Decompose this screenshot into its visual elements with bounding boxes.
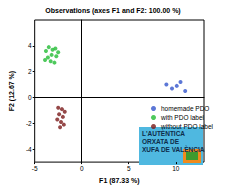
svg-text:Observations (axes F1 and F2:: Observations (axes F1 and F2: 100.00 %) <box>45 7 180 15</box>
svg-text:ORXATA DE: ORXATA DE <box>142 138 180 145</box>
svg-text:-2: -2 <box>26 120 32 127</box>
svg-text:2: 2 <box>28 68 32 75</box>
svg-text:with PDO label: with PDO label <box>160 114 205 121</box>
svg-text:F1 (87.33 %): F1 (87.33 %) <box>99 177 139 185</box>
svg-text:0: 0 <box>80 165 84 172</box>
svg-text:F2 (12.67 %): F2 (12.67 %) <box>8 71 16 111</box>
svg-text:4: 4 <box>28 42 32 49</box>
svg-text:10: 10 <box>172 165 180 172</box>
svg-text:0: 0 <box>28 94 32 101</box>
svg-text:homemade PDO: homemade PDO <box>161 105 209 112</box>
svg-text:5: 5 <box>127 165 131 172</box>
svg-text:without PDO label: without PDO label <box>160 123 214 130</box>
svg-text:XUFA DE VALÈNCIA: XUFA DE VALÈNCIA <box>142 145 205 153</box>
svg-text:L'AUTÈNTICA: L'AUTÈNTICA <box>142 129 185 137</box>
svg-text:-4: -4 <box>26 146 32 153</box>
svg-text:-5: -5 <box>32 165 38 172</box>
